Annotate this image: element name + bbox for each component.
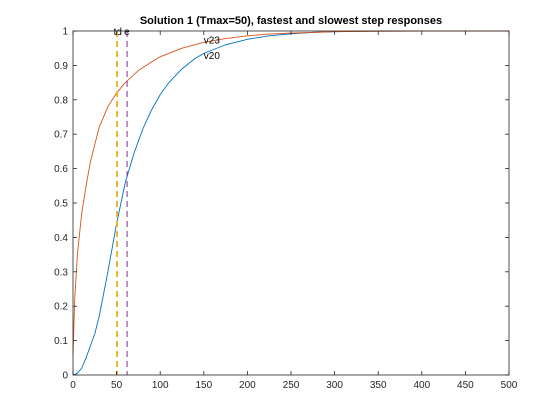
series-line-v23 [72, 30, 509, 355]
x-tick-label: 100 [152, 380, 169, 391]
x-tick-label: 450 [457, 380, 474, 391]
plot-area [73, 31, 509, 375]
y-tick-label: 0.1 [54, 336, 68, 347]
y-tick-label: 0 [62, 371, 68, 382]
y-tick-label: 0.6 [54, 164, 68, 175]
vline-label-2: e [124, 27, 130, 38]
x-tick-label: 0 [70, 380, 76, 391]
x-tick-label: 500 [501, 380, 518, 391]
x-tick-label: 200 [239, 380, 256, 391]
y-tick-label: 0.8 [54, 95, 68, 106]
x-tick-label: 400 [413, 380, 430, 391]
y-tick-label: 0.9 [54, 61, 68, 72]
series-annotation-v23: v23 [204, 36, 221, 47]
chart-title: Solution 1 (Tmax=50), fastest and slowes… [140, 15, 442, 27]
vline-layer: tde [114, 27, 130, 375]
series-annotation-v20: v20 [204, 51, 221, 62]
x-tick-label: 300 [326, 380, 343, 391]
y-tick-label: 0.4 [54, 233, 68, 244]
tick-layer: 0 50 100 150 200 250 300 350 400 450 500 0 0.1 0.2 0.3… [54, 27, 518, 392]
x-tick-label: 50 [111, 380, 123, 391]
x-tick-label: 250 [283, 380, 300, 391]
y-tick-label: 0.7 [54, 130, 68, 141]
y-tick-label: 0.3 [54, 267, 68, 278]
y-tick-label: 0.5 [54, 199, 68, 210]
x-tick-label: 150 [195, 380, 212, 391]
y-tick-label: 0.2 [54, 302, 68, 313]
x-tick-label: 350 [370, 380, 387, 391]
series-layer [72, 30, 509, 376]
y-tick-label: 1 [62, 27, 68, 38]
